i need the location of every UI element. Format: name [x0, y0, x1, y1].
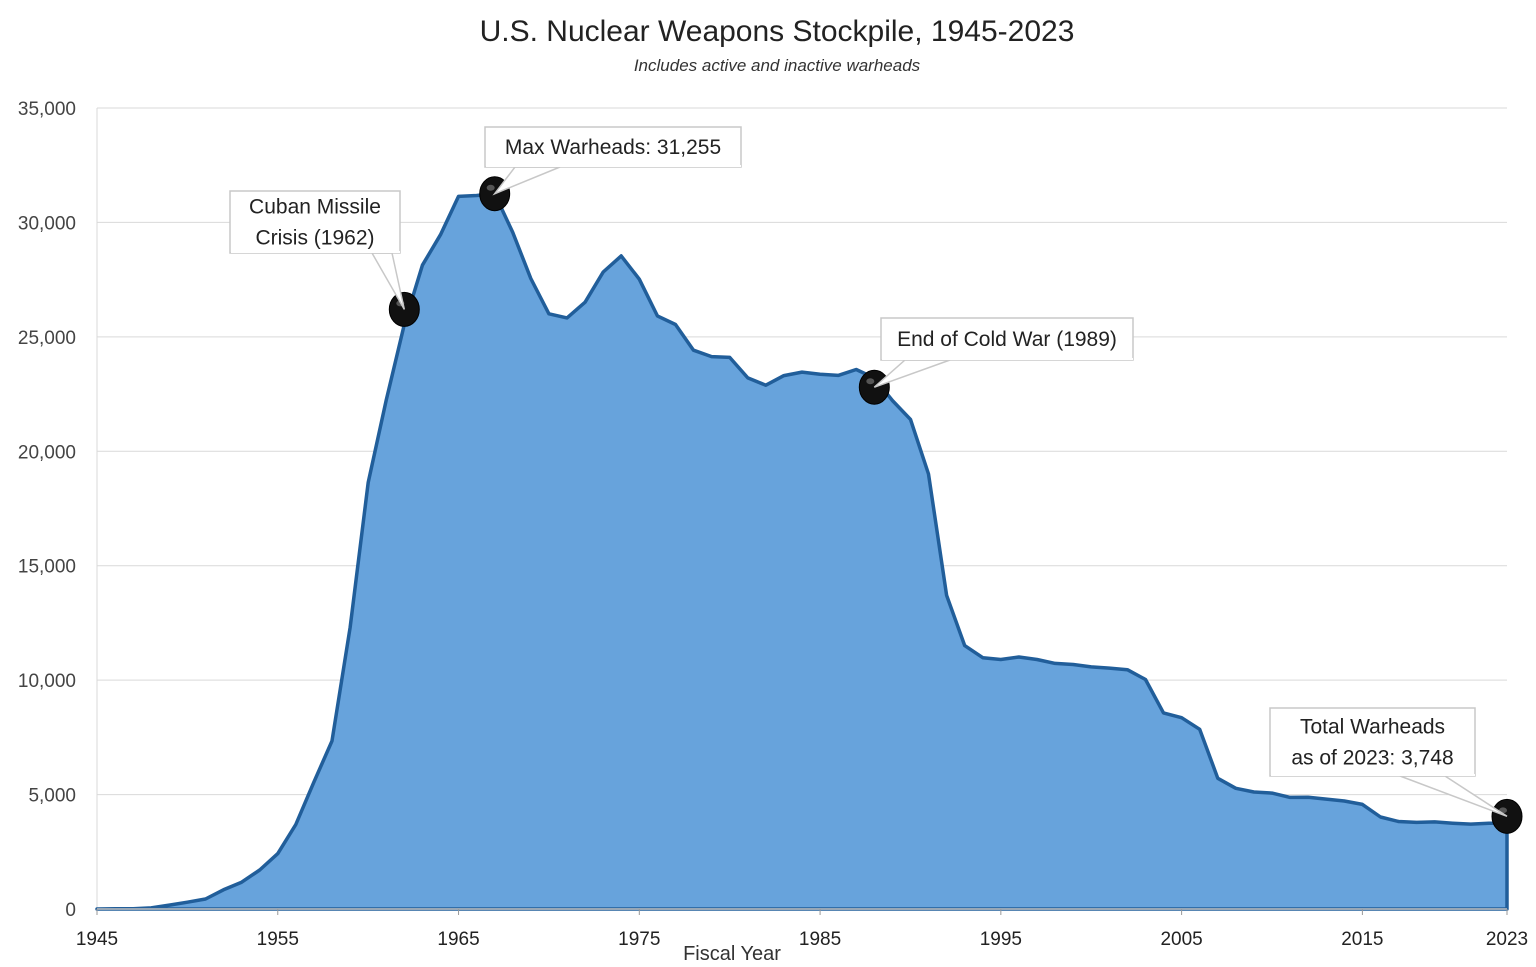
y-tick-label: 15,000	[18, 557, 76, 578]
annotation-callout: End of Cold War (1989)	[873, 317, 1134, 388]
chart-title: U.S. Nuclear Weapons Stockpile, 1945-202…	[480, 15, 1075, 48]
annotation-callout: Max Warheads: 31,255	[484, 126, 742, 196]
callout-label: Max Warheads: 31,255	[505, 136, 721, 159]
callout-label: End of Cold War (1989)	[897, 328, 1117, 351]
callout-pointer	[492, 166, 561, 196]
marker-highlight	[866, 378, 875, 385]
chart-subtitle: Includes active and inactive warheads	[634, 56, 921, 75]
x-axis-label: Fiscal Year	[683, 943, 781, 965]
callout-pointer	[873, 359, 951, 388]
y-tick-label: 20,000	[18, 442, 76, 463]
x-tick-label: 1945	[76, 929, 118, 950]
callout-box	[229, 190, 401, 254]
stockpile-area	[95, 191, 1509, 911]
callout-label: Total Warheads	[1300, 716, 1445, 739]
callout-pointer	[370, 252, 406, 310]
x-tick-label: 1975	[618, 929, 660, 950]
x-axis-ticks: 1945 1955 1965 1975 1985 1995 2005 2015 2023	[76, 909, 1528, 950]
x-tick-label: 1965	[437, 929, 479, 950]
marker-highlight	[486, 184, 495, 191]
callout-label: Cuban Missile	[249, 196, 381, 219]
y-tick-label: 30,000	[18, 213, 76, 234]
y-tick-label: 5,000	[28, 786, 76, 807]
y-tick-label: 25,000	[18, 328, 76, 349]
annotation-callout: Cuban Missile Crisis (1962)	[229, 190, 406, 310]
callout-label: as of 2023: 3,748	[1291, 747, 1453, 770]
annotation-callouts: Cuban Missile Crisis (1962) Max Warheads: …	[229, 126, 1508, 818]
annotation-callout: Total Warheads as of 2023: 3,748	[1269, 707, 1508, 818]
x-tick-label: 1955	[257, 929, 299, 950]
x-tick-label: 1995	[980, 929, 1022, 950]
x-tick-label: 1985	[799, 929, 841, 950]
y-tick-label: 35,000	[18, 99, 76, 120]
y-axis-ticks: 0 5,000 10,000 15,000 20,000 25,000 30,000 35,0…	[18, 99, 76, 921]
callout-pointer	[1399, 775, 1508, 818]
y-tick-label: 0	[65, 900, 76, 921]
x-tick-label: 2005	[1160, 929, 1202, 950]
x-tick-label: 2015	[1341, 929, 1383, 950]
callout-label: Crisis (1962)	[255, 227, 374, 250]
y-tick-label: 10,000	[18, 671, 76, 692]
x-tick-label: 2023	[1486, 929, 1528, 950]
